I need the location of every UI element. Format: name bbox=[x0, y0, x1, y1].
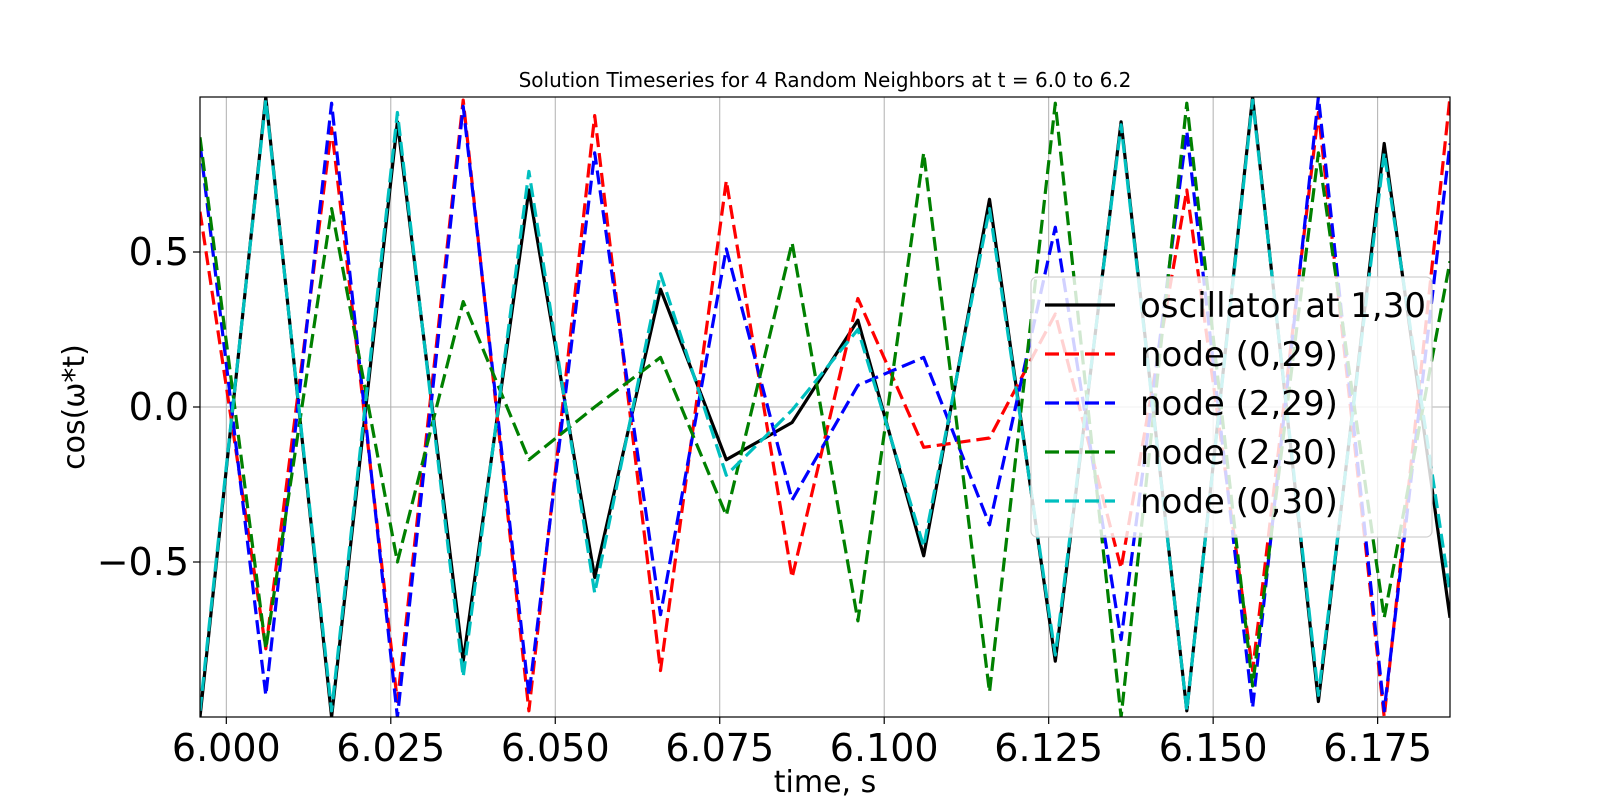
legend-label-2: node (2,29) bbox=[1140, 384, 1338, 424]
x-tick-label: 6.075 bbox=[665, 726, 774, 770]
legend-label-3: node (2,30) bbox=[1140, 433, 1338, 473]
x-tick-label: 6.175 bbox=[1323, 726, 1432, 770]
x-tick-label: 6.150 bbox=[1159, 726, 1268, 770]
legend-label-0: oscillator at 1,30 bbox=[1140, 286, 1426, 326]
x-tick-label: 6.125 bbox=[994, 726, 1103, 770]
x-ticks: 6.000 6.025 6.050 6.075 6.100 6.125 6.150 6.175 bbox=[172, 717, 1432, 770]
y-tick-label: −0.5 bbox=[97, 540, 189, 584]
x-tick-label: 6.000 bbox=[172, 726, 281, 770]
x-axis-label: time, s bbox=[774, 765, 876, 800]
legend-box bbox=[1030, 276, 1433, 538]
y-axis-label: cos(ω*t) bbox=[57, 344, 92, 470]
legend-label-1: node (0,29) bbox=[1140, 335, 1338, 375]
series-line-2 bbox=[200, 97, 1450, 717]
x-tick-label: 6.025 bbox=[336, 726, 445, 770]
y-tick-label: 0.0 bbox=[129, 385, 189, 429]
x-tick-label: 6.050 bbox=[501, 726, 610, 770]
chart-title: Solution Timeseries for 4 Random Neighbo… bbox=[519, 68, 1132, 92]
series-line-4 bbox=[200, 98, 1450, 713]
legend-label-4: node (0,30) bbox=[1140, 482, 1338, 522]
series-line-3 bbox=[200, 101, 1450, 717]
y-tick-label: 0.5 bbox=[129, 230, 189, 274]
y-ticks: 0.5 0.0 −0.5 bbox=[97, 230, 200, 584]
x-tick-label: 6.100 bbox=[830, 726, 939, 770]
legend: oscillator at 1,30 node (0,29) node (2,29)… bbox=[1030, 276, 1433, 538]
series-lines bbox=[200, 97, 1450, 717]
